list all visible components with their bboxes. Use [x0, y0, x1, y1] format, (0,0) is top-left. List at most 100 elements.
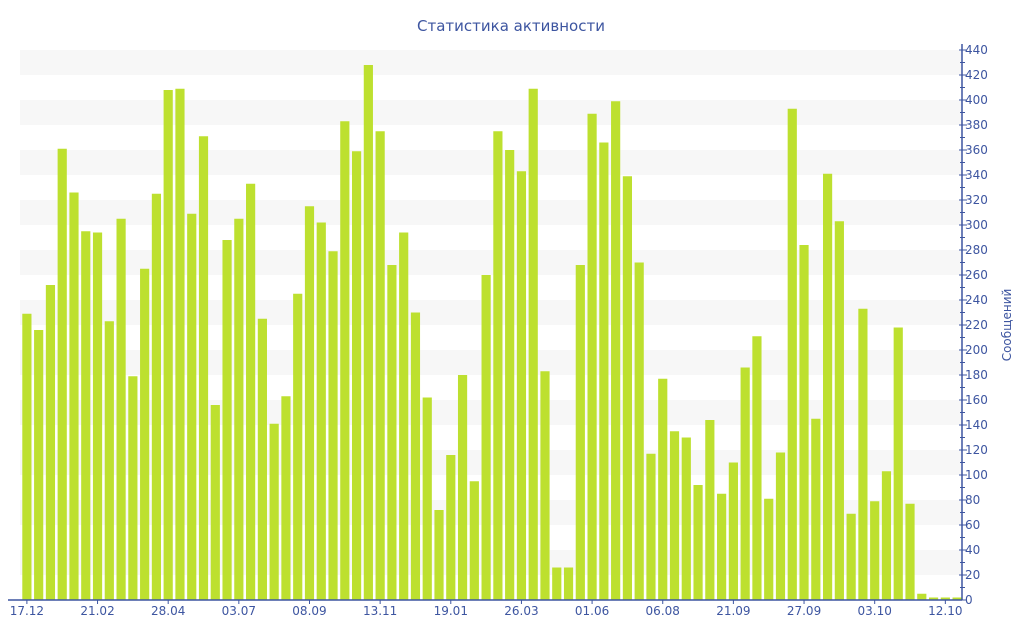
- bar: [104, 321, 114, 600]
- bar: [764, 498, 774, 600]
- bar: [116, 218, 126, 600]
- y-tick-label: 240: [965, 293, 988, 307]
- bar: [69, 192, 79, 600]
- y-tick-label: 140: [965, 418, 988, 432]
- chart-title: Статистика активности: [417, 17, 605, 35]
- bar: [669, 431, 680, 600]
- bar: [917, 593, 927, 600]
- bar: [446, 455, 456, 600]
- bar: [952, 597, 962, 600]
- bar: [210, 405, 220, 600]
- bar: [775, 452, 786, 600]
- bar: [717, 493, 727, 600]
- bar: [870, 501, 880, 600]
- y-tick-label: 0: [965, 593, 973, 607]
- bar: [705, 420, 715, 600]
- bar: [140, 268, 150, 600]
- y-tick-label: 200: [965, 343, 988, 357]
- bar: [469, 481, 479, 600]
- bar: [599, 142, 609, 600]
- grid-band: [20, 350, 962, 375]
- bar: [846, 513, 856, 600]
- bar: [34, 330, 44, 600]
- grid-band: [20, 100, 962, 125]
- bar: [92, 232, 103, 600]
- bar: [940, 597, 950, 600]
- bar: [646, 453, 656, 600]
- y-tick-label: 180: [965, 368, 988, 382]
- x-tick-label: 27.09: [787, 604, 821, 618]
- y-tick-label: 400: [965, 93, 988, 107]
- bar: [622, 176, 633, 600]
- bar: [399, 232, 409, 600]
- y-tick-label: 280: [965, 243, 988, 257]
- bar: [198, 136, 209, 600]
- x-tick-label: 03.10: [858, 604, 892, 618]
- y-tick-label: 120: [965, 443, 988, 457]
- bar: [740, 367, 750, 600]
- y-tick-label: 220: [965, 318, 988, 332]
- grid-band: [20, 400, 962, 425]
- bar: [57, 148, 67, 600]
- y-tick-label: 60: [965, 518, 980, 532]
- bar: [22, 313, 32, 600]
- bar: [587, 113, 597, 600]
- bar: [375, 131, 385, 600]
- bar: [128, 376, 138, 600]
- y-tick-label: 340: [965, 168, 988, 182]
- y-tick-label: 420: [965, 68, 988, 82]
- bar: [481, 275, 491, 600]
- bar: [928, 597, 939, 600]
- bar: [410, 312, 421, 600]
- bar: [752, 336, 762, 600]
- grid-bands: [20, 50, 962, 575]
- bar: [799, 245, 809, 600]
- bar: [351, 151, 362, 600]
- x-tick-label: 13.11: [363, 604, 397, 618]
- bar: [246, 183, 256, 600]
- bar: [340, 121, 350, 600]
- x-tick-label: 21.02: [80, 604, 114, 618]
- y-tick-label: 300: [965, 218, 988, 232]
- grid-band: [20, 500, 962, 525]
- bar: [575, 265, 585, 600]
- bar: [316, 222, 326, 600]
- bar: [363, 65, 373, 600]
- bar: [281, 396, 291, 600]
- y-tick-label: 20: [965, 568, 980, 582]
- y-tick-label: 440: [965, 43, 988, 57]
- bar: [163, 90, 173, 600]
- y-tick-label: 380: [965, 118, 988, 132]
- bar: [222, 240, 232, 600]
- x-tick-label: 08.09: [292, 604, 326, 618]
- bar: [905, 503, 915, 600]
- x-tick-label: 19.01: [434, 604, 468, 618]
- bar: [434, 510, 444, 600]
- x-axis: 17.12 21.02 28.04 03.07 08.09 13.11 19.01 26.03…: [8, 599, 963, 618]
- bar: [234, 218, 244, 600]
- bar: [151, 193, 162, 600]
- bar: [811, 418, 821, 600]
- y-tick-label: 360: [965, 143, 988, 157]
- bar: [269, 423, 279, 600]
- bar: [552, 567, 562, 600]
- bar: [893, 327, 903, 600]
- x-tick-label: 06.08: [646, 604, 680, 618]
- bar: [257, 318, 267, 600]
- bar: [45, 285, 56, 600]
- y-tick-label: 160: [965, 393, 988, 407]
- bar: [634, 262, 644, 600]
- bar: [516, 171, 527, 600]
- bar: [693, 485, 703, 600]
- bar: [787, 108, 797, 600]
- bar: [422, 397, 432, 600]
- bar: [187, 213, 197, 600]
- bar: [834, 221, 844, 600]
- y-tick-label: 40: [965, 543, 980, 557]
- bar: [505, 150, 515, 600]
- x-tick-label: 26.03: [504, 604, 538, 618]
- y-tick-label: 100: [965, 468, 988, 482]
- grid-band: [20, 300, 962, 325]
- y-axis-label: Сообщений: [1000, 289, 1014, 362]
